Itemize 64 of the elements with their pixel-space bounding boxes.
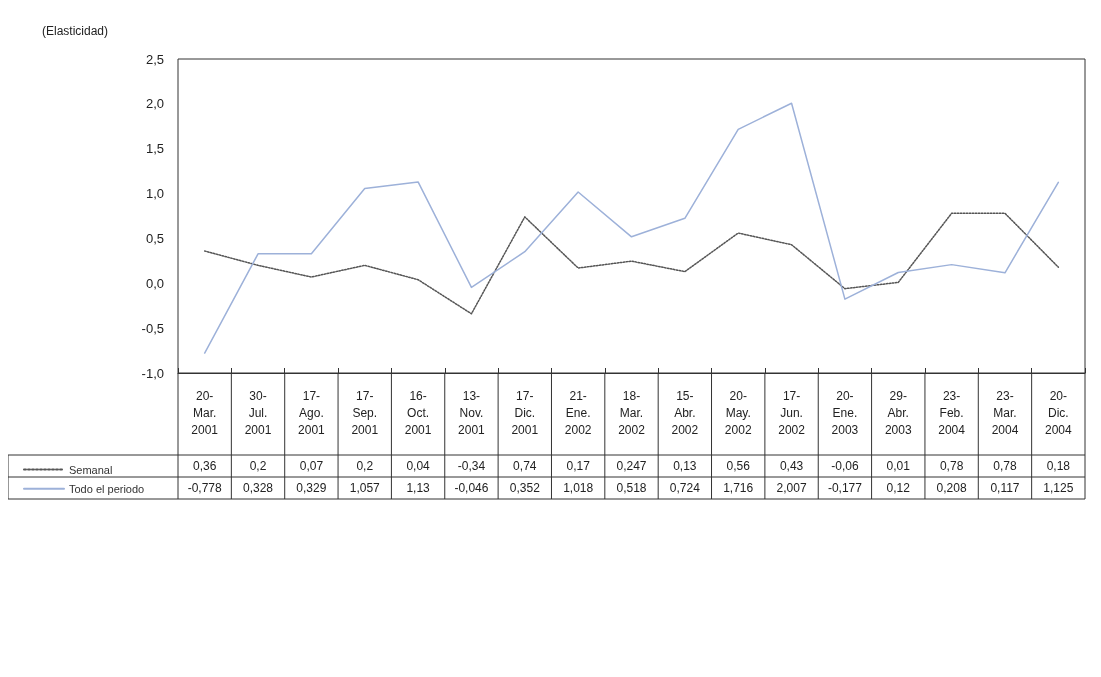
data-label: 0,724 [669,481,701,495]
data-label: 0,56 [726,459,751,473]
data-label: 0,13 [673,459,697,473]
x-tick-label: 17- Ago. 2001 [298,388,326,437]
x-tick-label: 23- Mar. 2004 [991,388,1019,437]
x-tick-label: 20- Dic. 2004 [1044,388,1072,437]
data-label: 0,2 [249,459,267,473]
data-label: 1,018 [563,481,594,495]
data-label: 1,125 [1043,481,1074,495]
y-tick-label: -0,5 [141,320,164,336]
line-series [203,102,1060,354]
data-label: 0,352 [509,481,541,495]
data-label: 0,329 [296,481,327,495]
data-label: 0,74 [513,459,537,473]
x-tick-label: 29- Abr. 2003 [884,388,912,437]
x-tick-label: 15- Abr. 2002 [671,388,699,437]
data-label: 0,78 [993,459,1017,473]
data-label: 0,78 [939,459,964,473]
data-label: 0,18 [1046,459,1071,473]
data-label: 1,057 [349,481,381,495]
y-tick-label: 2,0 [145,96,164,112]
x-tick-label: 17- Sep. 2001 [351,388,379,437]
data-label: 0,01 [886,459,911,473]
data-label: 0,36 [193,459,217,473]
data-label: 0,518 [616,481,647,495]
data-label: 0,247 [616,459,647,473]
data-label: -0,778 [187,481,223,495]
legend-label: Todo el periodo [69,482,145,495]
x-tick-label: 30- Jul. 2001 [244,388,272,437]
x-tick-label: 18- Mar. 2002 [618,388,646,437]
data-label: 0,43 [779,459,804,473]
y-tick-label: 1,5 [145,141,164,157]
line-series [203,212,1060,315]
data-label: 0,2 [356,459,374,473]
x-tick-label: 13- Nov. 2001 [458,388,486,437]
x-tick-label: 17- Jun. 2002 [778,388,806,437]
data-label: 1,13 [406,481,431,495]
x-tick-label: 20- Ene. 2003 [831,388,859,437]
data-label: -0,177 [827,481,863,495]
y-tick-label: -1,0 [141,365,164,381]
data-label: -0,06 [831,459,859,473]
data-label: 0,17 [566,459,591,473]
legend-label: Semanal [69,463,113,476]
x-tick-label: 23- Feb. 2004 [938,388,966,437]
y-tick-label: 2,5 [145,51,164,67]
y-tick-label: 0,0 [145,275,164,291]
data-label: 0,04 [406,459,431,473]
y-tick-label: 0,5 [145,230,164,246]
data-label: 2,007 [776,481,807,495]
x-tick-label: 20- May. 2002 [724,388,752,437]
x-tick-label: 16- Oct. 2001 [404,388,432,437]
x-tick-label: 17- Dic. 2001 [511,388,539,437]
y-tick-label: 1,0 [145,186,164,202]
data-label: 0,12 [886,481,911,495]
data-label: -0,34 [457,459,486,473]
data-label: 0,328 [243,481,274,495]
data-label: 1,716 [723,481,754,495]
data-label: 0,208 [936,481,967,495]
data-label: 0,117 [990,481,1020,495]
data-label: 0,07 [299,459,324,473]
x-tick-label: 21- Ene. 2002 [564,388,592,437]
x-tick-label: 20- Mar. 2001 [191,388,219,437]
y-axis-title: (Elasticidad) [41,24,108,38]
data-label: -0,046 [454,481,489,495]
